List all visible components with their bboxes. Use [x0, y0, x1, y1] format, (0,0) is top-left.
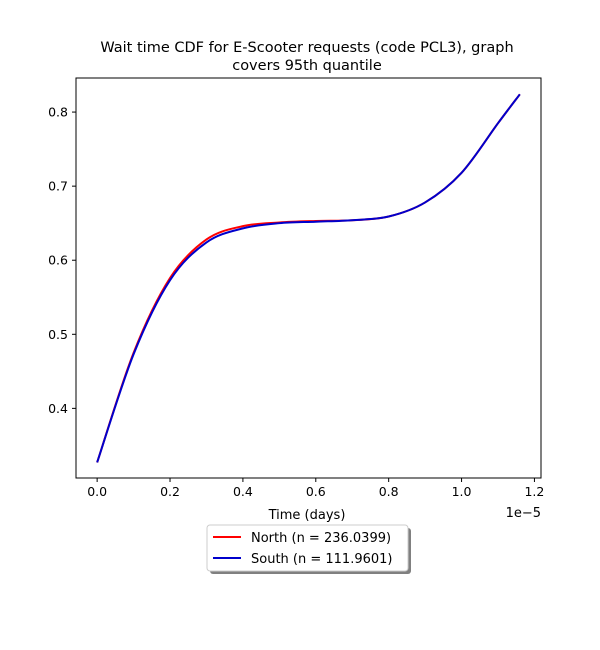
series-line-north [96, 93, 521, 463]
legend-box [206, 524, 409, 572]
series-layer [96, 93, 521, 463]
y-tick-label: 0.5 [48, 327, 68, 342]
legend: North (n = 236.0399) South (n = 111.9601… [206, 524, 411, 574]
x-tick-label: 1.2 [524, 484, 544, 499]
legend-label-south: South (n = 111.9601) [251, 552, 392, 567]
x-offset-text: 1e−5 [506, 506, 541, 521]
x-tick-label: 1.0 [452, 484, 472, 499]
y-tick-label: 0.8 [48, 105, 68, 120]
x-tick-label: 0.6 [306, 484, 326, 499]
y-tick-label: 0.7 [48, 179, 68, 194]
y-tick-label: 0.4 [48, 401, 68, 416]
x-tick-label: 0.0 [87, 484, 107, 499]
series-line-south [96, 93, 521, 463]
x-axis-label: Time (days) [268, 508, 346, 523]
x-tick-label: 0.8 [379, 484, 399, 499]
chart-title-line1: Wait time CDF for E-Scooter requests (co… [100, 40, 513, 56]
x-tick-label: 0.2 [160, 484, 180, 499]
chart-title-line2: covers 95th quantile [232, 58, 382, 74]
ticks-layer: 0.0 0.2 0.4 0.6 0.8 1.0 1.2 0.4 0.5 0.6 0.7 0.8 [48, 105, 544, 499]
y-tick-label: 0.6 [48, 253, 68, 268]
plot-frame [75, 77, 542, 479]
x-tick-label: 0.4 [233, 484, 253, 499]
legend-label-north: North (n = 236.0399) [251, 531, 391, 546]
